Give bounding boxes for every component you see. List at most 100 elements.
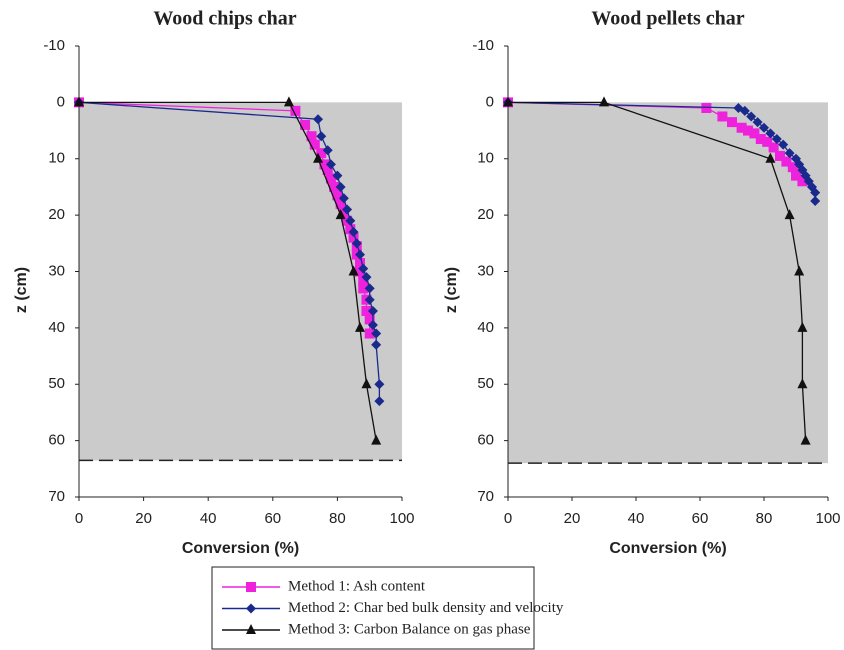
marker xyxy=(797,378,808,389)
marker xyxy=(739,105,750,116)
marker xyxy=(322,165,333,176)
marker xyxy=(371,339,382,350)
marker xyxy=(355,266,366,277)
x-tick-label: 20 xyxy=(135,510,152,527)
marker xyxy=(371,328,382,339)
marker xyxy=(325,173,336,184)
marker xyxy=(332,190,343,201)
y-tick-label: 50 xyxy=(48,375,65,392)
marker xyxy=(300,119,311,130)
x-tick-label: 80 xyxy=(329,510,346,527)
marker xyxy=(290,105,301,116)
marker xyxy=(313,152,324,163)
y-axis-label: z (cm) xyxy=(13,267,30,313)
x-axis-label: Conversion (%) xyxy=(609,540,726,557)
marker xyxy=(749,128,760,139)
marker xyxy=(791,170,801,181)
marker xyxy=(358,263,369,274)
x-tick-label: 100 xyxy=(815,510,840,527)
marker xyxy=(775,150,785,161)
marker xyxy=(797,176,808,187)
marker xyxy=(778,139,789,150)
y-tick-label: 20 xyxy=(48,206,65,223)
x-tick-label: 0 xyxy=(504,510,512,527)
marker xyxy=(351,238,362,249)
marker xyxy=(361,305,372,316)
marker xyxy=(717,111,728,122)
marker xyxy=(316,131,327,142)
y-tick-label: 40 xyxy=(477,319,494,336)
marker xyxy=(736,122,747,133)
marker xyxy=(374,379,385,390)
marker xyxy=(364,314,375,325)
marker xyxy=(599,96,609,107)
marker xyxy=(765,152,776,163)
series-line xyxy=(508,101,807,441)
legend-marker xyxy=(246,603,256,614)
legend-marker xyxy=(246,582,256,592)
marker xyxy=(355,321,366,332)
x-tick-label: 80 xyxy=(756,510,773,527)
marker xyxy=(794,265,805,276)
marker xyxy=(787,162,798,173)
marker xyxy=(342,204,353,215)
marker xyxy=(701,103,712,114)
marker xyxy=(727,117,737,128)
marker xyxy=(283,96,294,107)
marker xyxy=(765,128,776,139)
marker xyxy=(335,209,346,220)
marker xyxy=(797,321,808,332)
chart-title: Wood pellets char xyxy=(591,8,744,30)
legend-label: Method 2: Char bed bulk density and velo… xyxy=(288,600,564,616)
marker xyxy=(335,198,346,209)
marker xyxy=(74,96,84,107)
marker xyxy=(759,122,769,133)
marker xyxy=(367,320,378,331)
marker xyxy=(319,159,330,170)
marker xyxy=(322,145,333,156)
marker xyxy=(332,170,343,181)
y-tick-label: 0 xyxy=(57,93,65,110)
marker xyxy=(800,434,811,445)
marker xyxy=(784,209,795,220)
y-tick-label: 40 xyxy=(48,319,65,336)
y-tick-label: 20 xyxy=(477,206,494,223)
y-tick-label: 10 xyxy=(48,150,65,167)
marker xyxy=(755,134,766,145)
marker xyxy=(768,142,779,153)
x-tick-label: 40 xyxy=(200,510,217,527)
x-tick-label: 100 xyxy=(389,510,414,527)
legend-label: Method 1: Ash content xyxy=(288,578,426,594)
y-tick-label: 30 xyxy=(48,262,65,279)
marker xyxy=(361,378,372,389)
marker xyxy=(345,215,356,226)
y-tick-label: 30 xyxy=(477,262,494,279)
marker xyxy=(335,181,346,192)
y-tick-label: 70 xyxy=(48,488,65,505)
marker xyxy=(309,139,320,150)
marker xyxy=(752,117,763,128)
legend-label: Method 3: Carbon Balance on gas phase xyxy=(288,621,531,637)
marker xyxy=(348,265,359,276)
marker xyxy=(746,111,757,122)
marker xyxy=(325,159,336,170)
chart-title: Wood chips char xyxy=(153,8,296,30)
y-tick-label: 70 xyxy=(477,488,494,505)
y-tick-label: -10 xyxy=(43,37,65,54)
x-tick-label: 60 xyxy=(264,510,281,527)
marker xyxy=(810,196,821,207)
marker xyxy=(762,136,773,147)
x-axis-label: Conversion (%) xyxy=(182,540,299,557)
y-tick-label: 50 xyxy=(477,375,494,392)
marker xyxy=(361,272,372,283)
x-tick-label: 60 xyxy=(692,510,709,527)
x-tick-label: 20 xyxy=(564,510,581,527)
marker xyxy=(781,156,792,167)
series-line xyxy=(79,101,377,441)
marker xyxy=(364,328,375,339)
marker xyxy=(784,148,795,159)
x-tick-label: 40 xyxy=(628,510,645,527)
marker xyxy=(771,134,782,145)
marker xyxy=(743,125,753,136)
